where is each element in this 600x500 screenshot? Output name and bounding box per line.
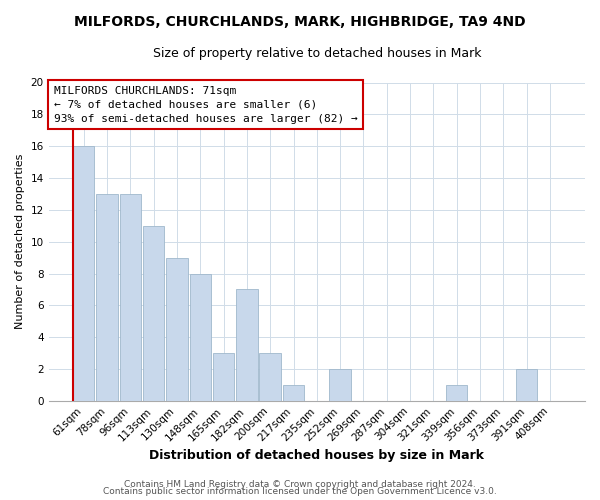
Text: Contains public sector information licensed under the Open Government Licence v3: Contains public sector information licen…	[103, 488, 497, 496]
X-axis label: Distribution of detached houses by size in Mark: Distribution of detached houses by size …	[149, 450, 484, 462]
Bar	[190, 274, 211, 401]
Bar	[446, 385, 467, 401]
Text: MILFORDS CHURCHLANDS: 71sqm
← 7% of detached houses are smaller (6)
93% of semi-: MILFORDS CHURCHLANDS: 71sqm ← 7% of deta…	[54, 86, 358, 124]
Bar	[143, 226, 164, 401]
Title: Size of property relative to detached houses in Mark: Size of property relative to detached ho…	[152, 48, 481, 60]
Y-axis label: Number of detached properties: Number of detached properties	[15, 154, 25, 330]
Bar	[97, 194, 118, 401]
Bar	[119, 194, 141, 401]
Bar	[283, 385, 304, 401]
Bar	[166, 258, 188, 401]
Bar	[236, 290, 257, 401]
Bar	[329, 369, 351, 401]
Text: Contains HM Land Registry data © Crown copyright and database right 2024.: Contains HM Land Registry data © Crown c…	[124, 480, 476, 489]
Bar	[213, 353, 235, 401]
Bar	[259, 353, 281, 401]
Bar	[73, 146, 94, 401]
Text: MILFORDS, CHURCHLANDS, MARK, HIGHBRIDGE, TA9 4ND: MILFORDS, CHURCHLANDS, MARK, HIGHBRIDGE,…	[74, 15, 526, 29]
Bar	[516, 369, 538, 401]
